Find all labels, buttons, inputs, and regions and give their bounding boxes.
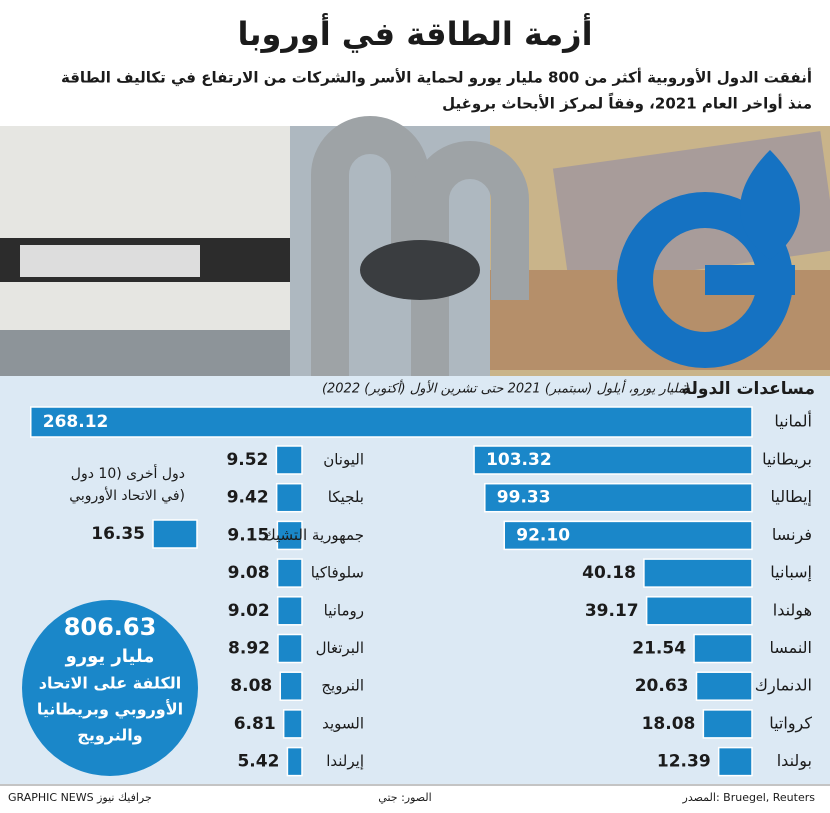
bar (286, 746, 303, 777)
bar (152, 519, 198, 549)
bar (473, 445, 753, 475)
bar (276, 520, 303, 551)
bar (643, 558, 753, 588)
value-label: 9.08 (228, 563, 270, 583)
photo (0, 116, 830, 376)
other-label: في الاتحاد الأوروبي) (69, 486, 185, 504)
bar (275, 482, 303, 513)
category-label: هولندا (773, 600, 812, 620)
category-label: النرويج (321, 677, 364, 695)
total-circle (22, 600, 198, 776)
bar (275, 445, 303, 475)
bar (695, 671, 753, 701)
category-label: بلجيكا (328, 488, 364, 506)
category-label: فرنسا (772, 525, 812, 545)
title: أزمة الطاقة في أوروبا (237, 13, 592, 53)
category-label: ألمانيا (774, 411, 812, 431)
total-text: الأوروبي وبريطانيا (37, 700, 183, 720)
bar (484, 482, 753, 513)
category-label: رومانيا (324, 601, 364, 619)
value-label: 16.35 (91, 524, 145, 544)
total-value: 806.63 (64, 613, 157, 641)
category-label: السويد (322, 714, 364, 732)
value-label: 5.42 (237, 752, 279, 772)
value-label: 8.08 (230, 676, 272, 696)
total-text: الكلفة على الاتحاد (39, 674, 182, 693)
category-label: إيطاليا (771, 487, 812, 506)
bar (645, 596, 753, 626)
value-label: 20.63 (635, 676, 689, 696)
value-label: 12.39 (657, 752, 711, 772)
unit-note: (مليار يورو، أيلول (سبتمبر) 2021 حتى تشر… (322, 380, 690, 397)
photo-credit: الصور: جتي (378, 791, 431, 804)
credit: GRAPHIC NEWS جرافيك نيوز (8, 791, 152, 804)
bar (717, 746, 753, 777)
category-label: بريطانيا (762, 450, 812, 470)
value-label: 268.12 (43, 412, 109, 432)
value-label: 9.52 (226, 450, 268, 470)
total-text: مليار يورو (65, 646, 155, 667)
category-label: بولندا (777, 751, 812, 771)
category-label: إسبانيا (770, 563, 812, 582)
value-label: 6.81 (234, 714, 276, 734)
subtitle: أنفقت الدول الأوروبية أكثر من 800 مليار … (61, 68, 812, 87)
category-label: البرتغال (316, 639, 364, 657)
category-label: النمسا (769, 638, 812, 657)
bar (30, 406, 753, 438)
category-label: إيرلندا (326, 752, 364, 770)
bar (503, 520, 753, 551)
bar (276, 596, 303, 626)
bar (276, 558, 303, 588)
bar (693, 633, 753, 664)
value-label: 103.32 (486, 450, 552, 470)
value-label: 39.17 (585, 601, 639, 621)
bar (279, 671, 303, 701)
category-label: اليونان (323, 451, 364, 469)
category-label: كرواتيا (769, 713, 812, 733)
category-label: سلوفاكيا (311, 564, 364, 582)
source: المصدر: Bruegel, Reuters (682, 791, 816, 804)
total-text: والنرويج (77, 726, 142, 745)
value-label: 8.92 (228, 639, 270, 659)
value-label: 9.42 (227, 488, 269, 508)
value-label: 9.02 (228, 601, 270, 621)
bar (702, 709, 753, 739)
axis-title: مساعدات الدولة (681, 379, 815, 399)
value-label: 21.54 (632, 639, 686, 659)
value-label: 40.18 (582, 563, 636, 583)
bars: ألمانيا 268.12 بريطانيا 103.32 إيطاليا 99.33 ف… (30, 406, 812, 777)
subtitle: منذ أواخر العام 2021، وفقاً لمركز الأبحا… (442, 92, 812, 112)
value-label: 92.10 (516, 525, 570, 545)
value-label: 9.15 (227, 525, 269, 545)
value-label: 18.08 (642, 714, 696, 734)
value-label: 99.33 (497, 488, 551, 508)
category-label: جمهورية التشيك (263, 526, 364, 544)
other-label: دول أخرى (10 دول (71, 464, 185, 482)
bar (282, 709, 303, 739)
category-label: الدنمارك (755, 676, 812, 696)
bar (277, 633, 303, 664)
